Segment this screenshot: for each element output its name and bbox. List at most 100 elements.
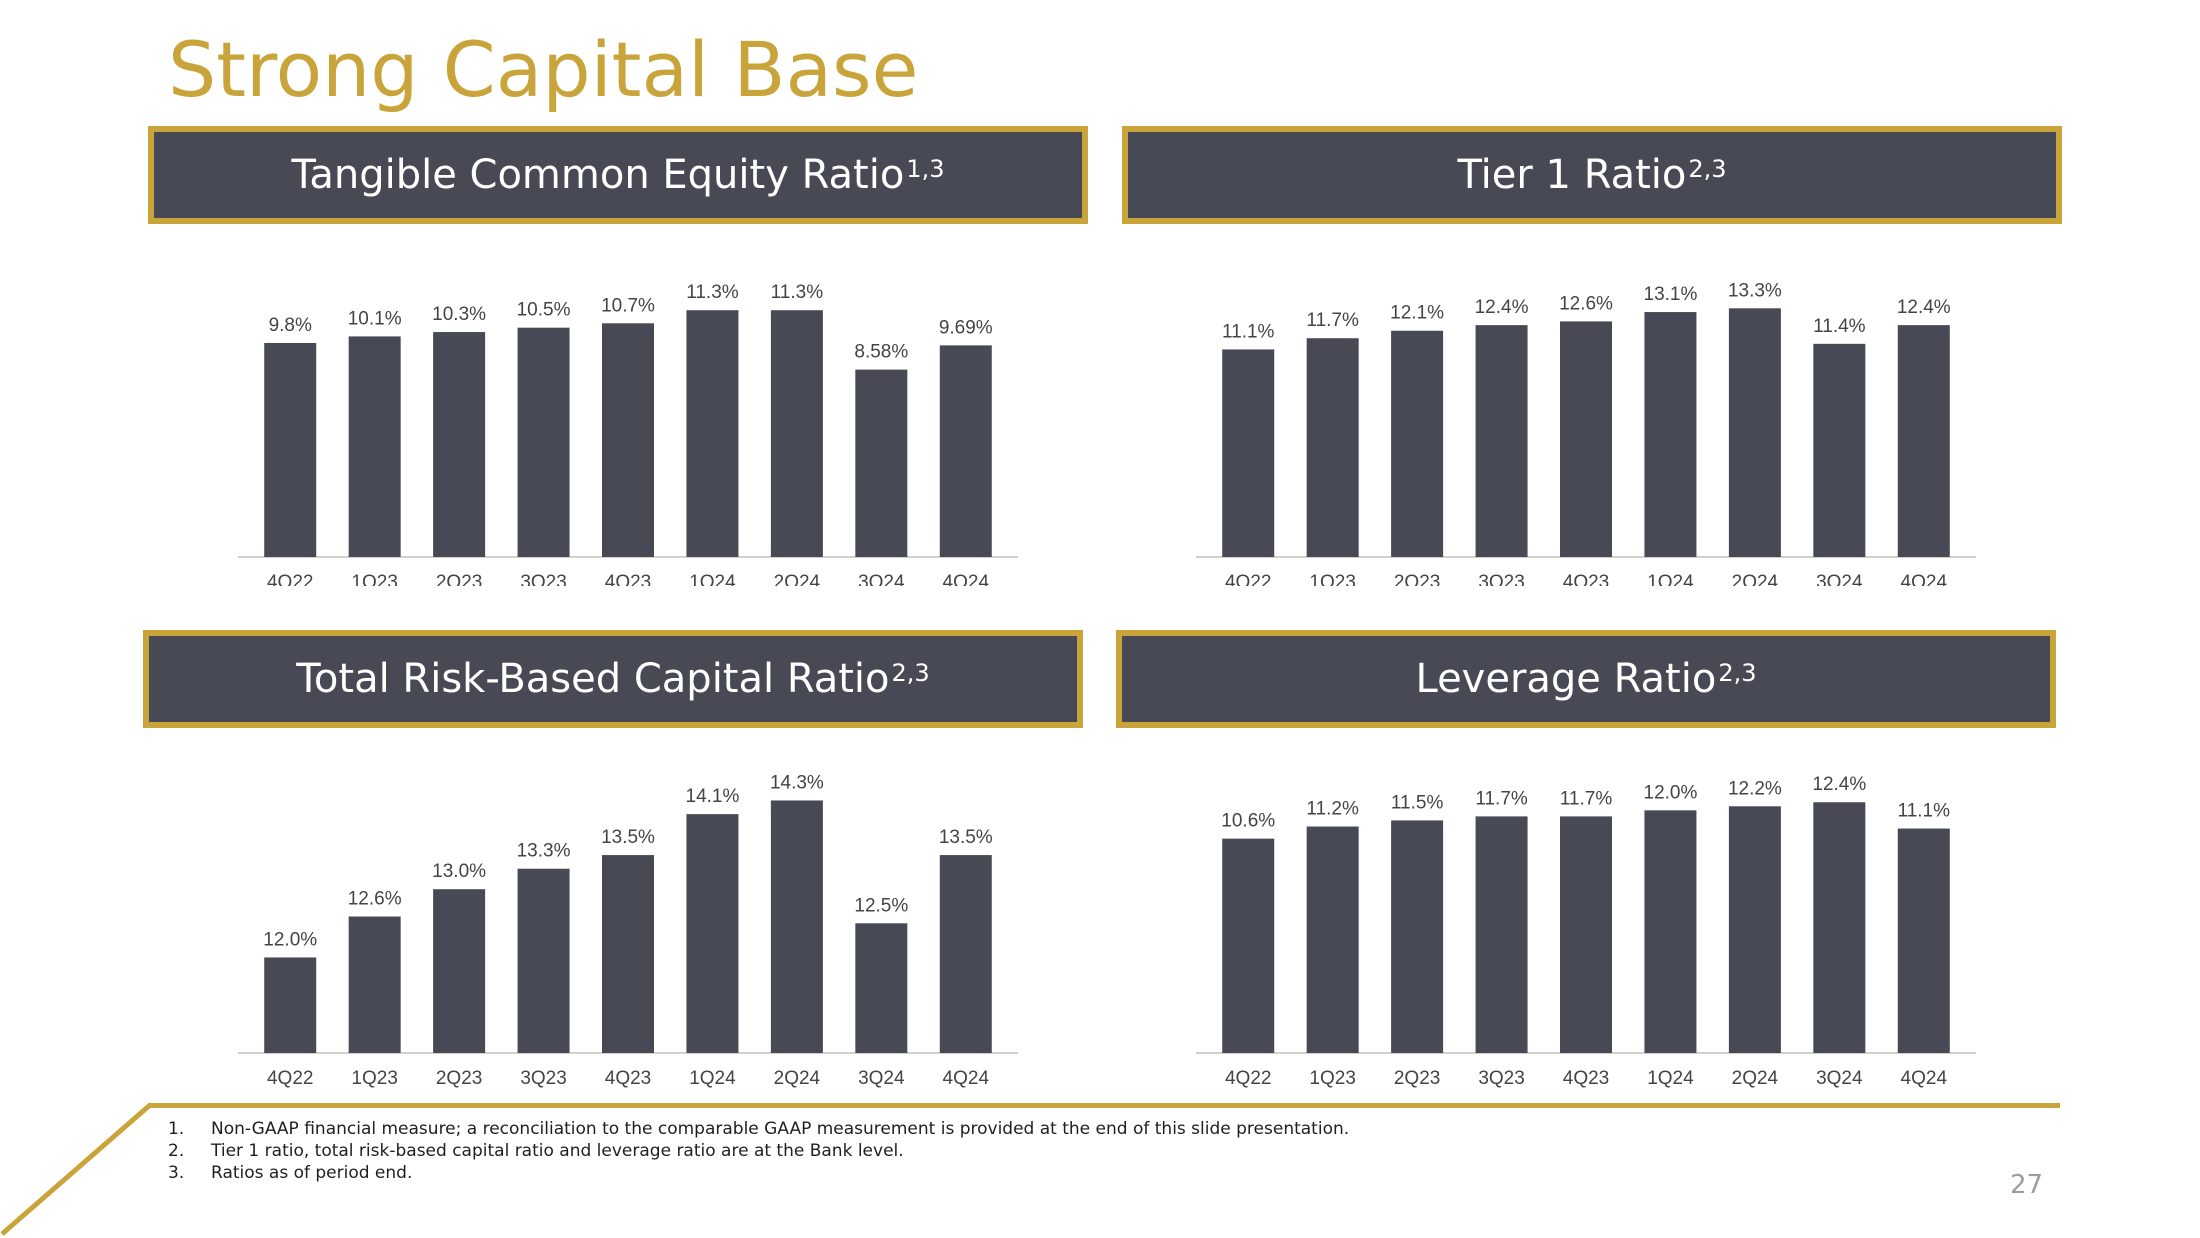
bar-3q24 [855, 369, 908, 557]
bar-1q23 [348, 916, 401, 1053]
total-risk-based-capital-title: Total Risk-Based Capital Ratio [296, 656, 890, 702]
x-tick-label-2q23: 2Q23 [436, 572, 482, 586]
bar-4q24 [939, 855, 992, 1053]
leverage-ratio-panel: Leverage Ratio 2,3 10.6% 4Q22 11.2% 1Q23 11.5… [1116, 630, 2056, 1090]
data-label-2q23: 13.0% [432, 861, 486, 882]
data-label-4q24: 12.4% [1897, 297, 1951, 318]
x-tick-label-4q24: 4Q24 [943, 1068, 990, 1089]
x-tick-label-3q23: 3Q23 [1478, 572, 1524, 586]
tier1-ratio-panel: Tier 1 Ratio 2,3 11.1% 4Q22 11.7% 1Q23 12.1% 2… [1122, 126, 2062, 586]
x-tick-label-4q22: 4Q22 [1225, 1068, 1271, 1089]
data-label-2q24: 12.2% [1728, 778, 1782, 799]
x-tick-label-3q23: 3Q23 [520, 1068, 566, 1089]
data-label-4q23: 12.6% [1559, 293, 1613, 314]
footer-rule [148, 1103, 2060, 1108]
bar-2q24 [1728, 806, 1781, 1053]
data-label-4q23: 11.7% [1560, 788, 1613, 809]
bar-2q23 [1391, 330, 1444, 557]
data-label-4q24: 13.5% [939, 827, 993, 848]
data-label-1q23: 11.2% [1306, 799, 1359, 820]
data-label-1q23: 12.6% [348, 889, 402, 910]
tce-ratio-chart: 9.8% 4Q22 10.1% 1Q23 10.3% 2Q23 10.5% 3Q23 10.7%… [238, 282, 1018, 586]
x-tick-label-2q23: 2Q23 [436, 1068, 482, 1089]
data-label-1q24: 11.3% [686, 282, 739, 303]
bar-4q24 [1897, 325, 1950, 557]
x-tick-label-1q24: 1Q24 [1647, 1068, 1694, 1089]
bar-1q23 [1306, 338, 1359, 557]
data-label-1q24: 13.1% [1644, 284, 1698, 305]
leverage-ratio-title: Leverage Ratio [1415, 656, 1717, 702]
x-tick-label-3q23: 3Q23 [520, 572, 566, 586]
bar-3q23 [1475, 816, 1528, 1053]
data-label-4q23: 10.7% [601, 295, 655, 316]
bar-3q24 [855, 923, 908, 1053]
bar-4q22 [264, 342, 317, 557]
bar-4q22 [1222, 349, 1275, 557]
x-tick-label-1q24: 1Q24 [689, 1068, 736, 1089]
data-label-2q23: 10.3% [432, 304, 486, 325]
tier1-ratio-header: Tier 1 Ratio 2,3 [1122, 126, 2062, 224]
data-label-4q22: 10.6% [1221, 811, 1275, 832]
data-label-3q24: 12.5% [854, 895, 908, 916]
data-label-2q24: 14.3% [770, 772, 824, 793]
tier1-ratio-superscript: 2,3 [1688, 155, 1727, 183]
bar-2q23 [1391, 820, 1444, 1053]
x-tick-label-3q24: 3Q24 [858, 572, 905, 586]
data-label-3q23: 11.7% [1475, 788, 1528, 809]
x-tick-label-1q24: 1Q24 [689, 572, 736, 586]
x-tick-label-3q24: 3Q24 [1816, 572, 1863, 586]
data-label-1q23: 11.7% [1306, 310, 1359, 331]
data-label-3q23: 12.4% [1475, 297, 1529, 318]
data-label-4q24: 9.69% [939, 317, 993, 338]
data-label-3q24: 12.4% [1812, 774, 1866, 795]
x-tick-label-3q24: 3Q24 [858, 1068, 905, 1089]
x-tick-label-1q23: 1Q23 [1309, 1068, 1355, 1089]
x-tick-label-4q23: 4Q23 [1563, 572, 1609, 586]
data-label-4q24: 11.1% [1898, 801, 1951, 822]
x-tick-label-4q23: 4Q23 [605, 572, 651, 586]
bar-3q24 [1813, 802, 1866, 1053]
x-tick-label-3q23: 3Q23 [1478, 1068, 1524, 1089]
data-label-3q23: 10.5% [517, 300, 571, 321]
bar-4q23 [602, 855, 654, 1053]
data-label-4q22: 9.8% [269, 315, 312, 336]
leverage-ratio-chart: 10.6% 4Q22 11.2% 1Q23 11.5% 2Q23 11.7% 3Q23 11.7… [1196, 774, 1976, 1089]
tce-ratio-panel: Tangible Common Equity Ratio 1,3 9.8% 4Q22… [148, 126, 1088, 586]
bar-3q23 [1475, 325, 1528, 557]
data-label-4q22: 11.1% [1222, 321, 1275, 342]
x-tick-label-3q24: 3Q24 [1816, 1068, 1863, 1089]
total-risk-based-capital-panel: Total Risk-Based Capital Ratio 2,3 12.0% 4… [143, 630, 1083, 1090]
footer-rule-diagonal [0, 1103, 152, 1236]
x-tick-label-1q23: 1Q23 [351, 572, 397, 586]
bar-4q23 [602, 323, 654, 557]
total-risk-based-capital-header: Total Risk-Based Capital Ratio 2,3 [143, 630, 1083, 728]
bar-1q24 [686, 814, 739, 1053]
data-label-3q24: 8.58% [854, 342, 908, 363]
tier1-ratio-chart: 11.1% 4Q22 11.7% 1Q23 12.1% 2Q23 12.4% 3Q23 12.6… [1196, 280, 1976, 586]
total-risk-based-capital-superscript: 2,3 [891, 659, 930, 687]
footnotes: 1. Non-GAAP financial measure; a reconcil… [168, 1118, 1349, 1184]
bar-3q23 [517, 327, 570, 557]
tce-ratio-superscript: 1,3 [906, 155, 945, 183]
bar-2q24 [770, 310, 823, 557]
x-tick-label-4q23: 4Q23 [605, 1068, 651, 1089]
data-label-4q22: 12.0% [263, 929, 317, 950]
data-label-2q23: 12.1% [1390, 303, 1444, 324]
data-label-2q24: 13.3% [1728, 280, 1782, 301]
footnote-3: 3. Ratios as of period end. [168, 1163, 413, 1183]
bar-2q23 [433, 332, 486, 557]
x-tick-label-2q23: 2Q23 [1394, 572, 1440, 586]
bar-4q22 [264, 957, 317, 1053]
x-tick-label-1q23: 1Q23 [351, 1068, 397, 1089]
bar-2q23 [433, 889, 486, 1053]
x-tick-label-4q23: 4Q23 [1563, 1068, 1609, 1089]
x-tick-label-2q24: 2Q24 [774, 1068, 821, 1089]
bar-4q23 [1560, 321, 1612, 557]
footnote-1: 1. Non-GAAP financial measure; a reconcil… [168, 1119, 1350, 1139]
data-label-2q23: 11.5% [1391, 792, 1444, 813]
tce-ratio-title: Tangible Common Equity Ratio [291, 152, 905, 198]
x-tick-label-2q24: 2Q24 [1732, 572, 1779, 586]
x-tick-label-4q24: 4Q24 [943, 572, 990, 586]
bar-1q24 [1644, 810, 1697, 1053]
data-label-1q24: 12.0% [1644, 782, 1698, 803]
